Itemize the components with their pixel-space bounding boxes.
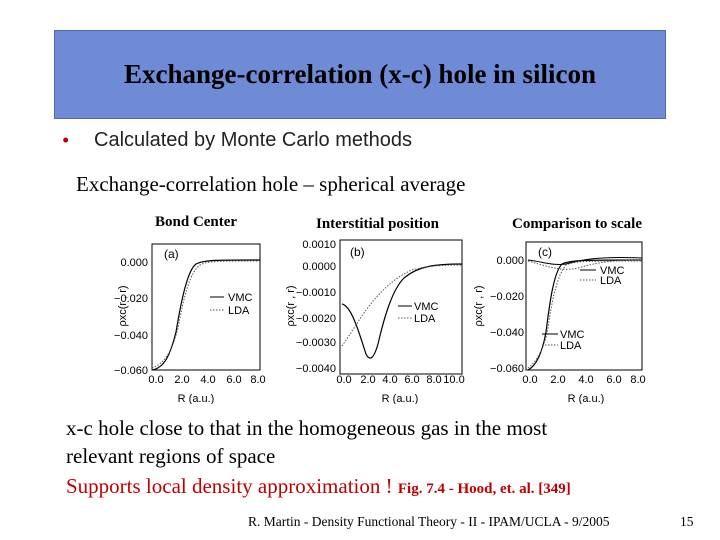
chart-b-svg: (b) 0.0010 0.0000 −0.0010 −0.0020 −0.003… bbox=[285, 239, 465, 405]
x-tick: 4.0 bbox=[578, 374, 593, 386]
x-tick: 6.0 bbox=[404, 374, 419, 386]
bullet-marker: • bbox=[62, 128, 70, 152]
subtitle: Exchange-correlation hole – spherical av… bbox=[76, 172, 466, 196]
vmc-curve bbox=[341, 263, 463, 359]
x-tick: 6.0 bbox=[606, 374, 621, 386]
y-tick: 0.000 bbox=[496, 255, 524, 267]
plot-frame bbox=[339, 239, 463, 375]
note-line-1: x-c hole close to that in the homogeneou… bbox=[66, 416, 548, 440]
y-tick: −0.0040 bbox=[296, 363, 336, 375]
x-tick: 0.0 bbox=[336, 374, 351, 386]
y-tick: −0.060 bbox=[114, 365, 148, 377]
legend-vmc: VMC bbox=[228, 292, 253, 304]
chart-comparison: (c) 0.000 −0.020 −0.040 −0.060 ρxc(r , r… bbox=[473, 236, 654, 409]
legend-lda: LDA bbox=[414, 313, 436, 325]
note-line-2: relevant regions of space bbox=[66, 444, 276, 468]
y-axis-label: ρxc(r , r) bbox=[474, 285, 485, 326]
y-tick: 0.000 bbox=[120, 257, 148, 269]
x-tick: 0.0 bbox=[522, 374, 537, 386]
x-tick: 8.0 bbox=[250, 374, 265, 386]
figure-reference: Fig. 7.4 - Hood, et. al. [349] bbox=[397, 481, 571, 497]
panel-tag: (a) bbox=[164, 247, 179, 261]
lda-curve bbox=[151, 260, 261, 369]
lda-curve bbox=[341, 264, 463, 347]
x-tick: 6.0 bbox=[226, 374, 241, 386]
y-tick: −0.0010 bbox=[296, 287, 336, 299]
x-tick: 4.0 bbox=[200, 374, 215, 386]
x-axis-label: R (a.u.) bbox=[568, 393, 605, 404]
note-support-text: Supports local density approximation ! bbox=[66, 474, 393, 498]
x-axis-label: R (a.u.) bbox=[178, 393, 215, 404]
y-tick: −0.040 bbox=[114, 330, 148, 342]
legend-vmc-bottom: VMC bbox=[560, 329, 585, 341]
y-tick: −0.060 bbox=[490, 363, 524, 375]
legend-lda-top: LDA bbox=[600, 275, 622, 287]
lda-curve-big bbox=[527, 260, 643, 369]
y-tick: −0.0020 bbox=[296, 313, 336, 325]
legend-lda: LDA bbox=[228, 305, 250, 317]
y-tick: 0.0010 bbox=[302, 239, 336, 251]
legend-vmc: VMC bbox=[414, 301, 439, 313]
chart-a-svg: (a) 0.000 −0.020 −0.040 −0.060 ρxc(r , r… bbox=[114, 243, 266, 405]
x-tick: 8.0 bbox=[426, 374, 441, 386]
legend-vmc-top: VMC bbox=[600, 265, 625, 277]
chart-interstitial: (b) 0.0010 0.0000 −0.0010 −0.0020 −0.003… bbox=[285, 236, 468, 409]
y-tick: −0.040 bbox=[490, 327, 524, 339]
plot-frame bbox=[525, 241, 643, 371]
x-tick: 2.0 bbox=[360, 374, 375, 386]
bullet-text: Calculated by Monte Carlo methods bbox=[94, 129, 412, 151]
vmc-curve-small bbox=[527, 256, 643, 265]
vmc-curve bbox=[151, 259, 261, 371]
chart-bond-center: (a) 0.000 −0.020 −0.040 −0.060 ρxc(r , r… bbox=[112, 236, 272, 409]
y-axis-label: ρxc(r , r) bbox=[286, 285, 297, 326]
footer-text: R. Martin - Density Functional Theory - … bbox=[248, 514, 610, 529]
x-tick: 10.0 bbox=[443, 374, 464, 386]
title-box: Exchange-correlation (x-c) hole in silic… bbox=[54, 30, 666, 119]
y-tick: −0.020 bbox=[114, 293, 148, 305]
y-axis-label: ρxc(r , r) bbox=[117, 285, 129, 326]
slide-title: Exchange-correlation (x-c) hole in silic… bbox=[124, 59, 596, 89]
y-tick: −0.020 bbox=[490, 291, 524, 303]
x-tick: 0.0 bbox=[148, 374, 163, 386]
vmc-curve-big bbox=[527, 259, 643, 371]
panel-label-c: Comparison to scale bbox=[512, 216, 642, 232]
chart-c-svg: (c) 0.000 −0.020 −0.040 −0.060 ρxc(r , r… bbox=[473, 241, 646, 405]
x-tick: 2.0 bbox=[550, 374, 565, 386]
legend-lda-bottom: LDA bbox=[560, 340, 582, 352]
y-tick: 0.0000 bbox=[302, 261, 336, 273]
lda-curve-small bbox=[527, 259, 643, 270]
y-tick: −0.0030 bbox=[296, 337, 336, 349]
x-axis-label: R (a.u.) bbox=[382, 393, 419, 404]
panel-tag: (b) bbox=[350, 245, 365, 259]
plot-frame bbox=[151, 243, 261, 371]
x-tick: 2.0 bbox=[174, 374, 189, 386]
x-tick: 4.0 bbox=[382, 374, 397, 386]
panel-label-a: Bond Center bbox=[155, 214, 238, 230]
note-line-3: Supports local density approximation ! F… bbox=[66, 472, 571, 503]
panel-tag: (c) bbox=[538, 245, 552, 259]
panel-label-b: Interstitial position bbox=[316, 216, 439, 232]
x-tick: 8.0 bbox=[630, 374, 645, 386]
page-number: 15 bbox=[680, 514, 694, 529]
